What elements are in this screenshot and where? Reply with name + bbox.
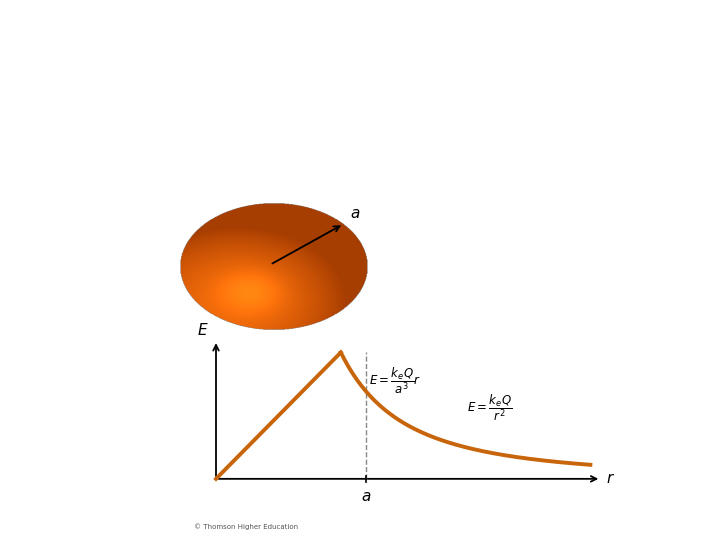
Text: EG 24.3 – Spherical Charge Distribution: EG 24.3 – Spherical Charge Distribution bbox=[18, 92, 575, 116]
Text: © Thomson Higher Education: © Thomson Higher Education bbox=[194, 523, 299, 530]
Text: $a$: $a$ bbox=[350, 206, 360, 221]
Text: $E=\dfrac{k_e Q}{a^3}r$: $E=\dfrac{k_e Q}{a^3}r$ bbox=[369, 366, 422, 396]
Text: $E=\dfrac{k_e Q}{r^2}$: $E=\dfrac{k_e Q}{r^2}$ bbox=[467, 392, 512, 423]
Text: $r$: $r$ bbox=[606, 471, 616, 487]
Text: $E$: $E$ bbox=[197, 322, 209, 338]
Text: $a$: $a$ bbox=[361, 489, 371, 504]
